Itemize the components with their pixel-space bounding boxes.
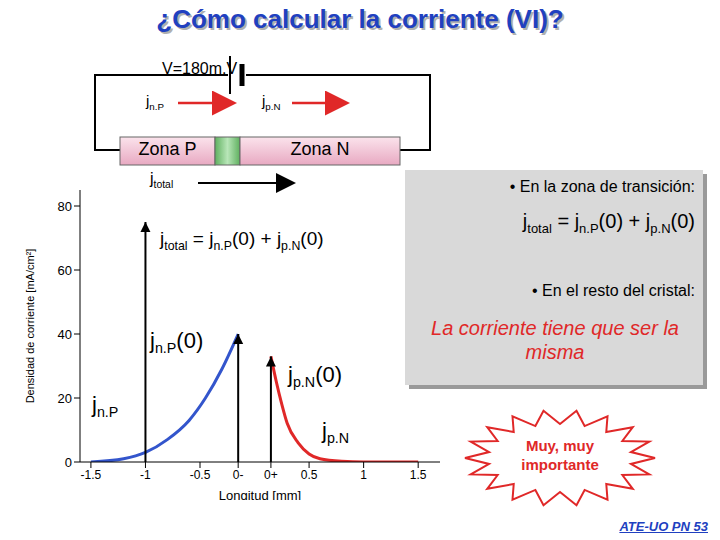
html-text:¿Cómo calcular la corriente (V: ¿Cómo calcular la corriente (VI)?	[156, 4, 564, 34]
svg-text:0+: 0+	[264, 468, 278, 482]
html-text:jp.N: jp.N	[322, 418, 350, 447]
svg-text:-1: -1	[140, 468, 151, 482]
svg-text:0: 0	[65, 455, 72, 470]
html-text:Zona P: Zona P	[138, 139, 197, 159]
html-text:ATE-UO PN 53: ATE-UO PN 53	[619, 519, 708, 534]
svg-text:20: 20	[58, 391, 72, 406]
html-text:jtotal= jn.P(0) + jp.N(0): jtotal= jn.P(0) + jp.N(0)	[160, 228, 324, 253]
svg-text:0.5: 0.5	[301, 468, 318, 482]
html-text:V=180m.V: V=180m.V	[162, 60, 238, 77]
html-text:• En el resto del cristal:: • En el resto del cristal:	[532, 282, 695, 299]
svg-text:1.5: 1.5	[410, 468, 427, 482]
svg-text:Longitud [mm]: Longitud [mm]	[219, 488, 301, 500]
html-text:jtotal: jtotal	[150, 170, 174, 191]
html-text:jp.N(0): jp.N(0)	[288, 362, 342, 391]
html-text:Zona N: Zona N	[290, 139, 350, 159]
html-text:jn.P(0): jn.P(0)	[150, 328, 204, 357]
html-text:La corriente tiene que ser la: La corriente tiene que ser la misma	[431, 317, 679, 363]
html-text:jn.P: jn.P	[146, 92, 164, 112]
svg-text:0-: 0-	[233, 468, 244, 482]
html-text:jp.N: jp.N	[262, 92, 281, 112]
svg-text:40: 40	[58, 327, 72, 342]
html-text:jn.P: jn.P	[92, 392, 119, 421]
html-text:jtotal= jn.P(0) + jp.N(0): jtotal= jn.P(0) + jp.N(0)	[522, 210, 695, 236]
svg-text:-0.5: -0.5	[190, 468, 211, 482]
html-text:Muy, muy importante: Muy, muy importante	[521, 437, 599, 473]
svg-text:80: 80	[58, 199, 72, 214]
svg-text:60: 60	[58, 263, 72, 278]
svg-text:1: 1	[360, 468, 367, 482]
html-text:• En la zona de transición:: • En la zona de transición:	[509, 178, 695, 195]
svg-text:-1.5: -1.5	[81, 468, 102, 482]
svg-text:Densidad de corriente [mA/cm²]: Densidad de corriente [mA/cm²]	[24, 249, 36, 404]
